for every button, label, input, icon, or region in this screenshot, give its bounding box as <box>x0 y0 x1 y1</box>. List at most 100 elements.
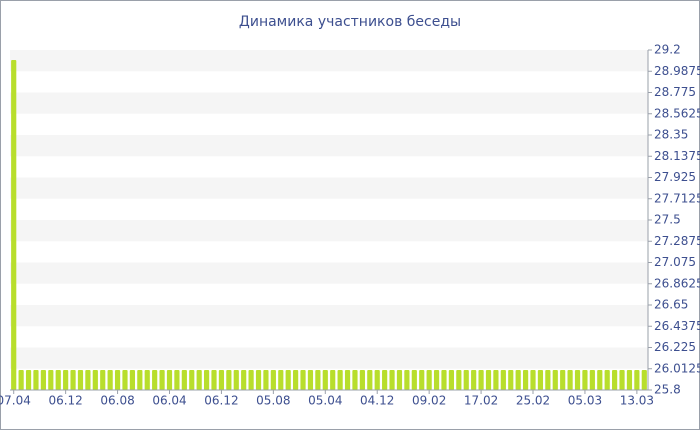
bar <box>85 370 91 390</box>
bar <box>174 370 180 390</box>
bar <box>11 60 17 390</box>
bar <box>63 370 69 390</box>
bar <box>255 370 262 390</box>
bar <box>493 370 499 390</box>
bar <box>634 370 640 390</box>
grid-band <box>10 220 648 242</box>
y-tick-label: 28.5625 <box>654 106 700 120</box>
bar <box>285 370 291 390</box>
bar <box>337 370 343 390</box>
bar <box>77 370 84 390</box>
bar <box>122 370 128 390</box>
bar <box>604 370 610 390</box>
bar <box>189 370 195 390</box>
bar <box>359 370 365 390</box>
bar <box>612 370 618 390</box>
grid-band <box>10 177 648 199</box>
bar <box>25 370 32 390</box>
y-tick-label: 26.8625 <box>654 276 700 290</box>
bar <box>152 370 158 390</box>
x-tick-label: 05.04 <box>308 394 342 408</box>
bar <box>441 370 447 390</box>
bar <box>560 370 566 390</box>
bar <box>530 370 536 390</box>
bar <box>278 370 284 390</box>
bar <box>419 370 425 390</box>
bar <box>322 370 328 390</box>
y-tick-label: 29.2 <box>654 43 681 57</box>
x-tick-label: 05.08 <box>256 394 290 408</box>
grid-band <box>10 262 648 284</box>
y-tick-label: 27.2875 <box>654 234 700 248</box>
bar <box>574 370 581 390</box>
bar <box>159 370 165 390</box>
y-tick-label: 26.225 <box>654 340 696 354</box>
bar <box>307 370 314 390</box>
bar <box>545 370 551 390</box>
bar <box>40 370 46 390</box>
bar <box>196 370 202 390</box>
y-tick-label: 28.775 <box>654 85 696 99</box>
y-tick-label: 27.5 <box>654 213 681 227</box>
bar <box>203 370 210 390</box>
x-tick-label: 06.12 <box>48 394 82 408</box>
bar <box>433 370 440 390</box>
bar <box>315 370 321 390</box>
x-tick-label: 09.02 <box>412 394 446 408</box>
bar <box>330 370 336 390</box>
bar <box>270 370 276 390</box>
y-tick-label: 25.8 <box>654 383 681 397</box>
grid-band <box>10 347 648 369</box>
bar <box>567 370 573 390</box>
x-tick-label: 06.04 <box>152 394 186 408</box>
x-tick-label: 04.12 <box>360 394 394 408</box>
bar <box>641 370 647 390</box>
bar <box>344 370 351 390</box>
bar <box>166 370 173 390</box>
bar <box>300 370 306 390</box>
bar <box>70 370 76 390</box>
bar <box>226 370 232 390</box>
x-tick-label: 17.02 <box>464 394 498 408</box>
bar <box>137 370 143 390</box>
bar <box>100 370 106 390</box>
bar <box>107 370 113 390</box>
x-tick-label: 05.03 <box>568 394 602 408</box>
x-tick-label: 06.12 <box>204 394 238 408</box>
bar <box>508 370 514 390</box>
bar <box>382 370 388 390</box>
bar <box>522 370 529 390</box>
bar <box>589 370 595 390</box>
bar <box>263 370 269 390</box>
bar <box>478 370 484 390</box>
bar <box>367 370 373 390</box>
y-tick-label: 27.925 <box>654 170 696 184</box>
bar <box>211 370 217 390</box>
x-tick-label: 25.02 <box>516 394 550 408</box>
x-tick-label: 13.03 <box>620 394 654 408</box>
bar <box>448 370 455 390</box>
bar <box>626 370 633 390</box>
bar <box>426 370 432 390</box>
bar <box>374 370 380 390</box>
bar <box>537 370 544 390</box>
bar <box>485 370 492 390</box>
chart-title: Динамика участников беседы <box>239 14 461 30</box>
bar <box>396 370 403 390</box>
bar <box>411 370 417 390</box>
bar <box>463 370 469 390</box>
bar <box>248 370 254 390</box>
bar <box>33 370 39 390</box>
grid-band <box>10 135 648 157</box>
bar <box>619 370 625 390</box>
grid-band <box>10 50 648 72</box>
bar <box>92 370 98 390</box>
bar <box>144 370 150 390</box>
y-tick-label: 27.075 <box>654 255 696 269</box>
grid-band <box>10 92 648 114</box>
bar <box>48 370 54 390</box>
y-tick-label: 28.9875 <box>654 64 700 78</box>
bar <box>293 370 299 390</box>
bar <box>241 370 247 390</box>
